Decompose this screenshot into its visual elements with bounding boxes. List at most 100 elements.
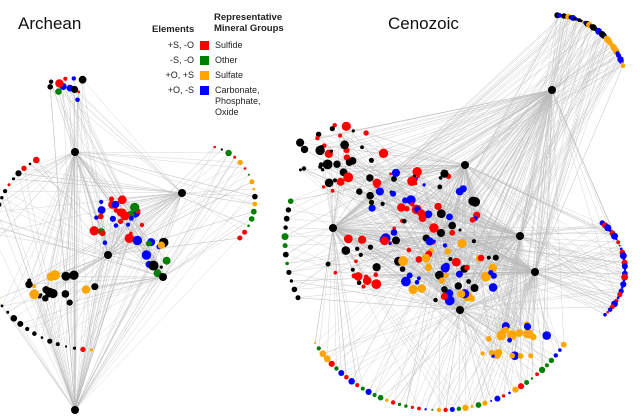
edge [327,227,334,359]
element-node [301,166,307,171]
edge [485,89,553,277]
archean-title: Archean [18,14,82,33]
element-node [295,295,301,301]
mineral-node [480,351,485,356]
edge [440,232,622,250]
edge [74,192,183,349]
edge [465,89,553,408]
edge [74,89,183,194]
edge [1,192,183,306]
edge [534,271,547,336]
mineral-node [455,270,463,278]
edge [440,53,618,234]
mineral-node [316,346,321,351]
element-node [286,269,292,275]
edge [0,249,76,411]
mineral-node [126,222,131,227]
mineral-node [46,272,56,282]
edge [371,160,442,234]
edge [459,306,613,311]
edge [28,151,76,285]
edge [5,151,76,192]
mineral-node [603,312,607,317]
edge [162,157,235,278]
edge [534,15,558,273]
mineral-node [372,178,382,188]
edge [94,276,164,287]
mineral-node [213,145,216,149]
mineral-node [371,279,382,289]
mineral-node [81,285,91,294]
edge [29,151,76,281]
edge [534,271,543,370]
edge [28,192,183,285]
mineral-node [338,370,345,376]
edge [440,232,547,366]
edge [440,20,580,234]
edge [52,293,76,411]
edge [34,151,76,295]
edge [7,312,76,411]
mineral-node [444,248,451,255]
edge [0,151,76,237]
edge [445,309,461,410]
mineral-node [113,207,119,213]
edge [459,309,528,327]
edge [69,302,76,411]
edge [484,235,521,404]
mineral-node [621,263,628,270]
element-node [367,244,374,250]
mineral-node [365,388,372,395]
legend-item-sulfide: +S, -O Sulfide [150,40,243,50]
edge [74,157,235,411]
edge [327,232,442,359]
edge [28,276,164,285]
legend-group: Carbonate, Phosphate, Oxide [215,85,261,117]
edge [63,86,76,411]
edge [354,164,466,276]
edge [519,235,617,301]
element-node [6,310,10,314]
mineral-node [248,216,255,222]
edge [7,151,76,313]
mineral-node [404,404,408,408]
legend-elements-header: Elements [152,24,195,35]
mineral-node [243,167,247,170]
element-node [470,284,479,292]
mineral-node [424,210,433,219]
edge [318,227,334,349]
edge [416,164,466,180]
edge [34,192,183,334]
edge [320,164,466,167]
edge [291,280,461,311]
edge [74,242,106,411]
other-swatch [200,56,209,65]
mineral-node [507,330,517,340]
element-node [283,215,290,222]
element-node [32,331,37,336]
mineral-node [548,357,555,364]
element-node [66,299,73,306]
mineral-node [362,276,372,286]
element-node [438,176,443,180]
element-node [318,164,323,169]
edge [288,209,442,234]
edge [332,65,624,229]
edge [459,309,527,383]
element-node [350,267,355,272]
edge [440,34,603,234]
mineral-node [508,391,511,395]
element-node [437,229,445,237]
edge [459,309,529,334]
edge [0,218,76,411]
mineral-node [401,276,411,287]
mineral-node [75,97,80,103]
edge [440,232,625,274]
mineral-node [358,235,367,244]
mineral-node [619,252,627,260]
edge [464,25,592,166]
edge [332,177,441,229]
mineral-node [323,355,331,363]
element-node [329,126,335,132]
edge [107,211,254,256]
